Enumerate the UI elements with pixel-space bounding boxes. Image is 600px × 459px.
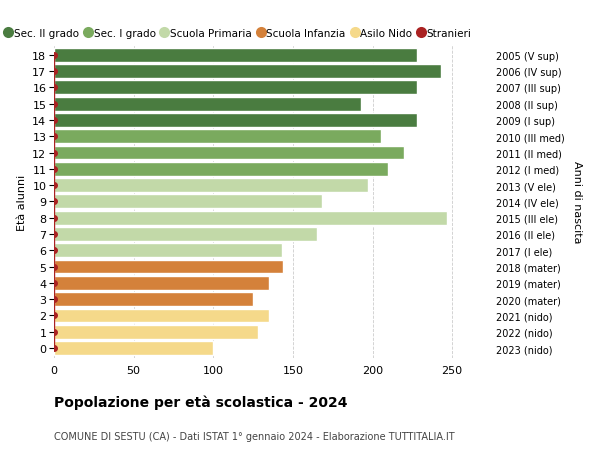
Y-axis label: Età alunni: Età alunni	[17, 174, 26, 230]
Bar	[54, 325, 258, 339]
Bar	[54, 195, 322, 209]
Text: Popolazione per età scolastica - 2024: Popolazione per età scolastica - 2024	[54, 395, 347, 409]
Bar	[54, 211, 448, 225]
Bar	[54, 276, 269, 290]
Bar	[54, 179, 368, 193]
Bar	[54, 292, 253, 307]
Y-axis label: Anni di nascita: Anni di nascita	[572, 161, 581, 243]
Bar	[54, 49, 417, 62]
Bar	[54, 341, 213, 355]
Text: COMUNE DI SESTU (CA) - Dati ISTAT 1° gennaio 2024 - Elaborazione TUTTITALIA.IT: COMUNE DI SESTU (CA) - Dati ISTAT 1° gen…	[54, 431, 455, 442]
Bar	[54, 228, 317, 241]
Bar	[54, 97, 361, 112]
Bar	[54, 114, 417, 128]
Bar	[54, 244, 282, 257]
Bar	[54, 130, 380, 144]
Bar	[54, 146, 404, 160]
Bar	[54, 309, 269, 323]
Bar	[54, 162, 388, 176]
Bar	[54, 65, 441, 79]
Bar	[54, 81, 417, 95]
Bar	[54, 260, 283, 274]
Legend: Sec. II grado, Sec. I grado, Scuola Primaria, Scuola Infanzia, Asilo Nido, Stran: Sec. II grado, Sec. I grado, Scuola Prim…	[1, 24, 476, 43]
